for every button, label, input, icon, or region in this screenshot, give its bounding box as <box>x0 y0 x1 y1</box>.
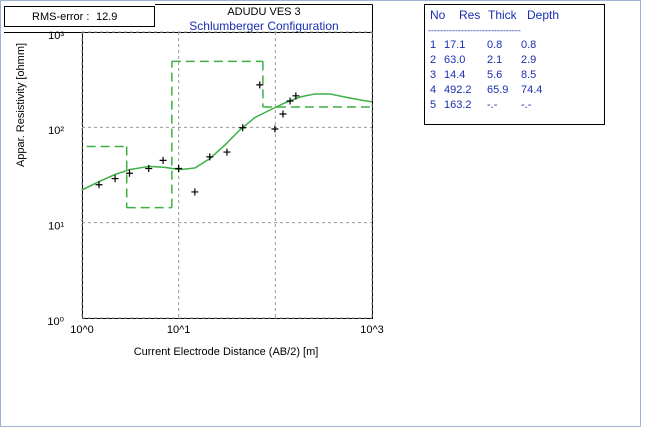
table-cell: 8.5 <box>521 69 536 81</box>
table-cell: 63.0 <box>444 54 465 66</box>
table-cell: 74.4 <box>521 84 542 96</box>
x-tick-label: 10^1 <box>167 324 191 336</box>
data-point <box>125 169 133 177</box>
table-cell: 65.9 <box>487 84 508 96</box>
data-point <box>206 153 214 161</box>
data-point <box>159 156 167 164</box>
data-point <box>292 92 300 100</box>
table-header: Res <box>459 8 480 22</box>
table-header: No <box>430 8 446 22</box>
y-tick-label: 10³ <box>48 30 64 42</box>
table-cell: 163.2 <box>444 99 472 111</box>
layer-table-box <box>424 4 605 125</box>
chart-title: ADUDU VES 3 <box>227 6 300 18</box>
rms-box <box>4 6 155 27</box>
data-point <box>175 164 183 172</box>
plot-area <box>82 60 372 209</box>
chart-subtitle: Schlumberger Configuration <box>189 19 338 33</box>
data-point <box>271 125 279 133</box>
table-cell: 17.1 <box>444 39 465 51</box>
rms-label: RMS-error : <box>32 11 89 23</box>
table-cell: 5.6 <box>487 69 502 81</box>
y-axis-label: Appar. Resistivity [ohmm] <box>15 43 27 167</box>
table-cell: 2.9 <box>521 54 536 66</box>
y-tick-label: 10⁰ <box>47 316 64 328</box>
table-cell: -.- <box>521 99 532 111</box>
data-point <box>95 181 103 189</box>
x-axis-label: Current Electrode Distance (AB/2) [m] <box>134 346 319 358</box>
table-cell: 2 <box>430 54 436 66</box>
table-header: Depth <box>527 8 559 22</box>
data-point <box>111 175 119 183</box>
table-cell: 492.2 <box>444 84 472 96</box>
table-header: Thick <box>488 8 518 22</box>
table-separator: ------------------------------- <box>428 25 521 35</box>
data-point <box>286 97 294 105</box>
y-tick-label: 10¹ <box>48 221 64 233</box>
table-cell: 0.8 <box>487 39 502 51</box>
data-point <box>191 188 199 196</box>
table-cell: 14.4 <box>444 69 465 81</box>
table-cell: 3 <box>430 69 436 81</box>
table-cell: 2.1 <box>487 54 502 66</box>
x-tick-label: 10^3 <box>360 324 384 336</box>
rms-value: 12.9 <box>96 11 117 23</box>
data-point <box>145 164 153 172</box>
x-tick-label: 10^0 <box>70 324 94 336</box>
table-cell: -.- <box>487 99 498 111</box>
table-cell: 5 <box>430 99 436 111</box>
data-point <box>223 148 231 156</box>
data-point <box>239 124 247 132</box>
data-point <box>279 110 287 118</box>
data-point <box>256 81 264 89</box>
y-tick-label: 10² <box>48 125 64 137</box>
table-cell: 1 <box>430 39 436 51</box>
table-cell: 4 <box>430 84 436 96</box>
fit-curve <box>82 93 372 191</box>
table-cell: 0.8 <box>521 39 536 51</box>
